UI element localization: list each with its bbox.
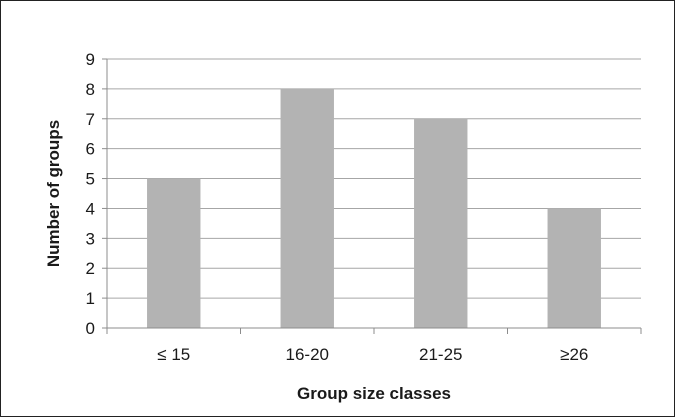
bar [547, 208, 601, 328]
bar [280, 88, 334, 328]
y-tick-label: 8 [86, 80, 95, 99]
y-tick-label: 2 [86, 259, 95, 278]
bar [414, 118, 468, 329]
y-tick-label: 6 [86, 140, 95, 159]
x-tick-label: ≤ 15 [157, 345, 190, 364]
x-axis-title: Group size classes [297, 384, 451, 403]
y-axis-title: Number of groups [44, 120, 63, 267]
bar [147, 178, 201, 328]
y-tick-label: 0 [86, 319, 95, 338]
y-tick-label: 9 [86, 50, 95, 69]
x-tick-label: ≥26 [560, 345, 588, 364]
y-tick-label: 1 [86, 289, 95, 308]
y-tick-labels: 0 1 2 3 4 5 6 7 8 9 [86, 50, 95, 338]
y-tick-label: 3 [86, 229, 95, 248]
y-tick-label: 5 [86, 170, 95, 189]
x-tick-label: 21-25 [419, 345, 462, 364]
y-tick-label: 7 [86, 110, 95, 129]
x-tick-label: 16-20 [286, 345, 329, 364]
axes [102, 58, 642, 334]
bars [147, 88, 601, 329]
y-tick-label: 4 [86, 199, 95, 218]
x-tick-labels: ≤ 15 16-20 21-25 ≥26 [157, 345, 588, 364]
